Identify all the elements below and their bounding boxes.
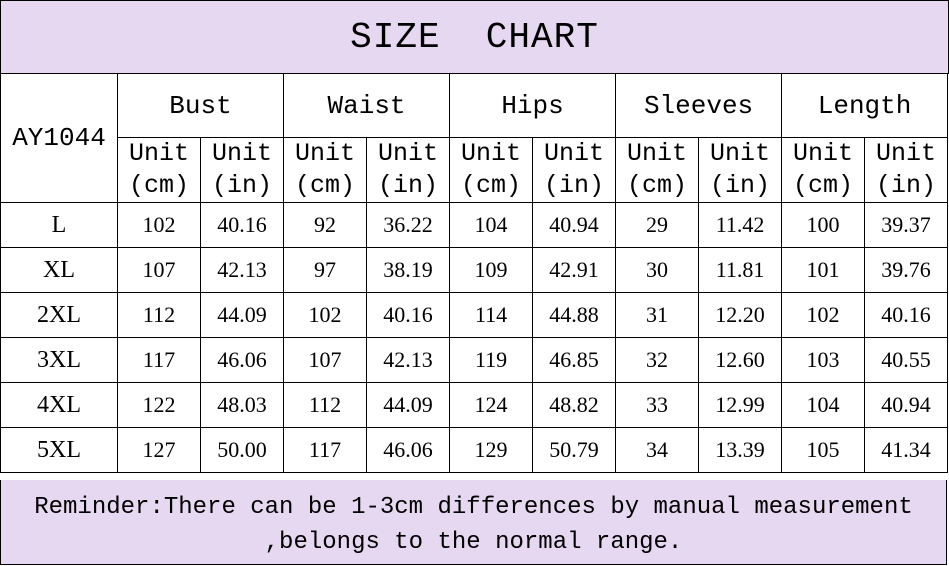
unit-header-cm: Unit (cm) — [615, 137, 700, 203]
table-cell: 50.79 — [532, 427, 617, 473]
table-cell: 13.39 — [698, 427, 783, 473]
table-cell: 30 — [615, 247, 700, 293]
table-cell: 33 — [615, 382, 700, 428]
table-row: L 102 40.16 92 36.22 104 40.94 29 11.42 100 39.37 — [0, 202, 949, 248]
table-cell: 92 — [283, 202, 368, 248]
table-cell: 46.06 — [199, 337, 285, 383]
table-cell: 44.88 — [532, 292, 617, 338]
table-cell: 117 — [283, 427, 368, 473]
table-cell: 129 — [449, 427, 534, 473]
table-cell: 102 — [781, 292, 866, 338]
unit-header-in: Unit (in) — [366, 137, 451, 203]
table-cell: 44.09 — [366, 382, 451, 428]
unit-header-cm: Unit (cm) — [283, 137, 368, 203]
table-cell: 39.76 — [864, 247, 949, 293]
table-cell: 41.34 — [864, 427, 949, 473]
header-waist: Waist — [283, 73, 451, 138]
table-cell: 12.99 — [698, 382, 783, 428]
table-cell: 100 — [781, 202, 866, 248]
table-cell: 42.13 — [366, 337, 451, 383]
header-bust: Bust — [116, 73, 285, 138]
size-label: XL — [0, 247, 118, 293]
unit-header-in: Unit (in) — [199, 137, 285, 203]
table-cell: 40.94 — [532, 202, 617, 248]
table-cell: 127 — [117, 427, 201, 473]
table-cell: 104 — [781, 382, 866, 428]
size-label: 4XL — [0, 382, 118, 428]
table-cell: 42.13 — [199, 247, 285, 293]
table-cell: 102 — [283, 292, 368, 338]
table-cell: 97 — [283, 247, 368, 293]
table-row: 5XL 127 50.00 117 46.06 129 50.79 34 13.39 105 41.… — [0, 427, 949, 473]
header-hips: Hips — [449, 73, 617, 138]
table-cell: 46.85 — [532, 337, 617, 383]
table-cell: 48.03 — [199, 382, 285, 428]
table-row: 4XL 122 48.03 112 44.09 124 48.82 33 12.99 104 40.… — [0, 382, 949, 428]
size-label: 2XL — [0, 292, 118, 338]
size-label: L — [0, 202, 118, 248]
table-cell: 40.94 — [864, 382, 949, 428]
table-row: XL 107 42.13 97 38.19 109 42.91 30 11.81 101 39.76 — [0, 247, 949, 293]
table-cell: 42.91 — [532, 247, 617, 293]
table-cell: 40.16 — [864, 292, 949, 338]
table-cell: 40.55 — [864, 337, 949, 383]
size-table: AY1044 Bust Waist Hips Sleeves Length Un… — [0, 73, 949, 473]
table-cell: 112 — [283, 382, 368, 428]
table-cell: 102 — [117, 202, 201, 248]
table-cell: 105 — [781, 427, 866, 473]
table-cell: 39.37 — [864, 202, 949, 248]
table-cell: 109 — [449, 247, 534, 293]
table-cell: 46.06 — [366, 427, 451, 473]
reminder-line-2: ,belongs to the normal range. — [264, 529, 683, 556]
table-cell: 12.60 — [698, 337, 783, 383]
header-length: Length — [781, 73, 949, 138]
table-cell: 124 — [449, 382, 534, 428]
reminder-line-1: Reminder:There can be 1-3cm differences … — [34, 494, 913, 521]
table-cell: 12.20 — [698, 292, 783, 338]
unit-header-cm: Unit (cm) — [117, 137, 201, 203]
table-cell: 34 — [615, 427, 700, 473]
table-cell: 114 — [449, 292, 534, 338]
table-cell: 122 — [117, 382, 201, 428]
table-cell: 40.16 — [366, 292, 451, 338]
table-cell: 50.00 — [199, 427, 285, 473]
table-cell: 104 — [449, 202, 534, 248]
table-cell: 117 — [117, 337, 201, 383]
unit-header-in: Unit (in) — [864, 137, 949, 203]
table-cell: 103 — [781, 337, 866, 383]
unit-header-in: Unit (in) — [698, 137, 783, 203]
table-cell: 11.81 — [698, 247, 783, 293]
table-cell: 38.19 — [366, 247, 451, 293]
style-code: AY1044 — [0, 73, 118, 203]
table-cell: 29 — [615, 202, 700, 248]
chart-title: SIZE CHART — [0, 0, 949, 74]
table-cell: 107 — [117, 247, 201, 293]
table-cell: 32 — [615, 337, 700, 383]
table-cell: 107 — [283, 337, 368, 383]
table-cell: 36.22 — [366, 202, 451, 248]
table-row: 2XL 112 44.09 102 40.16 114 44.88 31 12.20 102 40.… — [0, 292, 949, 338]
table-cell: 31 — [615, 292, 700, 338]
table-cell: 112 — [117, 292, 201, 338]
table-cell: 101 — [781, 247, 866, 293]
unit-header-row: Unit (cm) Unit (in) Unit (cm) Unit (in) Unit… — [1, 137, 949, 203]
unit-header-cm: Unit (cm) — [449, 137, 534, 203]
reminder-note: Reminder:There can be 1-3cm differences … — [0, 480, 947, 565]
size-label: 5XL — [0, 427, 118, 473]
table-cell: 11.42 — [698, 202, 783, 248]
table-cell: 40.16 — [199, 202, 285, 248]
table-cell: 119 — [449, 337, 534, 383]
table-cell: 44.09 — [199, 292, 285, 338]
measurement-header-row: AY1044 Bust Waist Hips Sleeves Length — [0, 73, 949, 203]
header-sleeves: Sleeves — [615, 73, 783, 138]
unit-header-cm: Unit (cm) — [781, 137, 866, 203]
table-cell: 48.82 — [532, 382, 617, 428]
size-label: 3XL — [0, 337, 118, 383]
table-row: 3XL 117 46.06 107 42.13 119 46.85 32 12.60 103 40.… — [0, 337, 949, 383]
unit-header-in: Unit (in) — [532, 137, 617, 203]
